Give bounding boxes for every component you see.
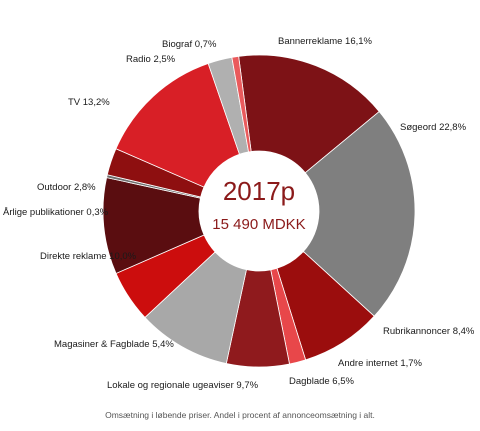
slice-label-4: Andre internet 1,7% — [338, 358, 423, 369]
donut-center: 2017p 15 490 MDKK — [212, 176, 305, 233]
slice-labels: Bannerreklame 16,1% Søgeord 22,8% Rubrikan… — [3, 36, 475, 391]
footnote: Omsætning i løbende priser. Andel i proc… — [105, 410, 375, 420]
slice-label-6: Lokale og regionale ugeaviser 9,7% — [107, 380, 259, 391]
slice-1 — [238, 54, 380, 174]
slice-label-1: Bannerreklame 16,1% — [278, 36, 373, 47]
slice-label-12: Radio 2,5% — [126, 54, 176, 65]
slice-label-8: Direkte reklame 10,0% — [40, 251, 137, 262]
slice-label-10: Outdoor 2,8% — [37, 182, 96, 193]
slice-2 — [302, 111, 416, 317]
slice-13 — [231, 55, 252, 153]
slice-label-3: Rubrikannoncer 8,4% — [383, 326, 475, 337]
slice-label-13: Biograf 0,7% — [162, 39, 217, 50]
slice-11 — [115, 62, 240, 188]
slice-label-7: Magasiner & Fagblade 5,4% — [54, 339, 174, 350]
center-year: 2017p — [223, 176, 295, 206]
donut-slices — [102, 54, 416, 368]
slice-label-11: TV 13,2% — [68, 97, 110, 108]
slice-label-5: Dagblade 6,5% — [289, 376, 355, 387]
slice-label-2: Søgeord 22,8% — [400, 122, 467, 133]
center-total: 15 490 MDKK — [212, 216, 305, 233]
slice-label-9: Årlige publikationer 0,3% — [3, 207, 109, 218]
